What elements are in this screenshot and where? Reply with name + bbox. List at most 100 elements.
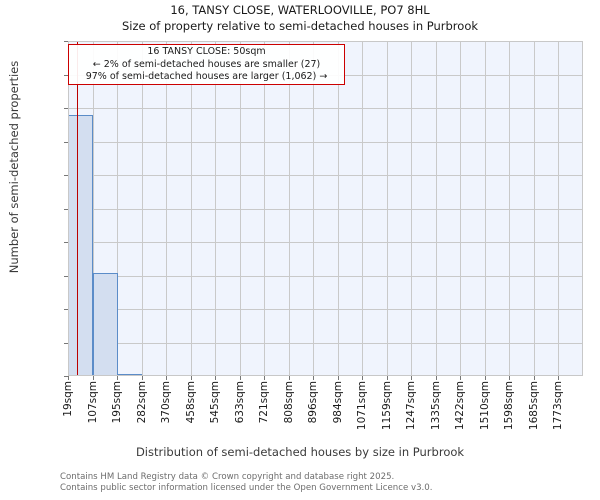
y-axis-tick-mark <box>64 376 68 377</box>
y-axis-tick-mark <box>64 208 68 210</box>
x-axis-tick-label: 1071sqm <box>356 381 369 431</box>
gridline-v <box>313 41 314 376</box>
y-axis-tick-mark <box>64 342 68 344</box>
x-axis-tick-label: 1159sqm <box>380 381 393 431</box>
x-axis-tick-mark <box>362 376 364 380</box>
x-axis-tick-mark <box>141 376 143 380</box>
annotation-box: 16 TANSY CLOSE: 50sqm ← 2% of semi-detac… <box>68 44 345 85</box>
x-axis-tick-mark <box>264 376 266 380</box>
x-axis-tick-label: 282sqm <box>135 381 148 424</box>
gridline-v <box>191 41 192 376</box>
bar <box>93 272 118 376</box>
gridline-v <box>240 41 241 376</box>
x-axis-tick-mark <box>313 376 315 380</box>
x-axis-tick-label: 1773sqm <box>552 381 565 431</box>
x-axis-tick-mark <box>460 376 462 380</box>
property-size-marker <box>76 41 79 376</box>
annotation-line-3: 97% of semi-detached houses are larger (… <box>85 71 328 83</box>
plot-area <box>68 41 583 376</box>
x-axis-tick-label: 808sqm <box>282 381 295 424</box>
bar <box>68 114 93 376</box>
gridline-v <box>289 41 290 376</box>
gridline-v <box>436 41 437 376</box>
x-axis-tick-mark <box>288 376 290 380</box>
vertical-gridlines <box>68 41 583 376</box>
x-axis-tick-label: 1335sqm <box>429 381 442 431</box>
gridline-h <box>68 342 583 344</box>
gridline-v <box>93 41 94 376</box>
gridline-v <box>534 41 535 376</box>
gridline-v <box>166 41 167 376</box>
x-axis-tick-mark <box>68 376 69 380</box>
gridline-h <box>68 242 583 243</box>
gridline-v <box>509 41 510 376</box>
x-axis-tick-mark <box>509 376 511 380</box>
x-axis-tick-label: 1685sqm <box>527 381 540 431</box>
x-axis-tick-mark <box>435 376 437 380</box>
gridline-h <box>68 275 583 277</box>
gridline-h <box>68 141 583 143</box>
x-axis-tick-mark <box>558 376 560 380</box>
x-axis-tick-mark <box>533 376 535 380</box>
gridline-v <box>460 41 461 376</box>
x-axis-tick-label: 896sqm <box>307 381 320 424</box>
x-axis-tick-label: 370sqm <box>160 381 173 424</box>
gridline-v <box>387 41 388 376</box>
chart-title-block: 16, TANSY CLOSE, WATERLOOVILLE, PO7 8HL … <box>0 2 600 35</box>
page-title: 16, TANSY CLOSE, WATERLOOVILLE, PO7 8HL <box>170 3 430 17</box>
x-axis-tick-mark <box>337 376 339 380</box>
x-axis-tick-label: 721sqm <box>258 381 271 424</box>
gridline-h <box>68 175 583 176</box>
x-axis-tick-label: 195sqm <box>111 381 124 424</box>
x-axis-tick-label: 1247sqm <box>405 381 418 431</box>
x-axis-tick-label: 633sqm <box>233 381 246 424</box>
footer-line-2: Contains public sector information licen… <box>60 482 433 493</box>
bar <box>117 374 142 376</box>
x-axis-tick-label: 107sqm <box>86 381 99 424</box>
footer-attribution: Contains HM Land Registry data © Crown c… <box>60 472 432 493</box>
gridline-v <box>142 41 143 376</box>
x-axis-tick-label: 1598sqm <box>503 381 516 431</box>
gridline-h <box>68 309 583 310</box>
x-axis-tick-label: 1422sqm <box>454 381 467 431</box>
x-axis-label: Distribution of semi-detached houses by … <box>135 445 465 459</box>
x-axis-tick-label: 1510sqm <box>478 381 491 431</box>
gridline-v <box>338 41 339 376</box>
page-subtitle: Size of property relative to semi-detach… <box>121 19 479 33</box>
x-axis-tick-mark <box>190 376 192 380</box>
y-axis-tick-mark <box>64 41 68 42</box>
gridline-v <box>264 41 265 376</box>
x-axis-tick-mark <box>92 376 94 380</box>
y-axis-tick-mark <box>64 141 68 143</box>
footer-line-1: Contains HM Land Registry data © Crown c… <box>60 472 395 482</box>
y-axis-tick-mark <box>64 309 68 310</box>
x-axis-tick-mark <box>411 376 413 380</box>
y-axis-tick-mark <box>64 175 68 176</box>
gridline-v <box>362 41 363 376</box>
gridline-v <box>215 41 216 376</box>
y-axis-tick-mark <box>64 275 68 277</box>
gridline-v <box>485 41 486 376</box>
x-axis-tick-mark <box>484 376 486 380</box>
gridline-v <box>558 41 559 376</box>
x-axis-tick-mark <box>117 376 119 380</box>
x-axis-tick-mark <box>239 376 241 380</box>
x-axis-tick-label: 19sqm <box>62 381 74 417</box>
bar-series <box>68 41 583 376</box>
annotation-line-2: ← 2% of semi-detached houses are smaller… <box>92 58 321 70</box>
x-axis-tick-mark <box>215 376 217 380</box>
y-axis-tick-mark <box>64 74 68 76</box>
y-axis-tick-mark <box>64 108 68 109</box>
y-axis-tick-mark <box>64 242 68 243</box>
x-axis-tick-mark <box>166 376 168 380</box>
x-axis-tick-label: 545sqm <box>209 381 222 424</box>
gridline-h <box>68 208 583 210</box>
annotation-line-1: 16 TANSY CLOSE: 50sqm <box>147 46 266 57</box>
gridline-h <box>68 108 583 109</box>
gridline-v <box>117 41 118 376</box>
x-axis-tick-label: 458sqm <box>184 381 197 424</box>
gridline-v <box>411 41 412 376</box>
y-axis-label: Number of semi-detached properties <box>7 60 21 274</box>
